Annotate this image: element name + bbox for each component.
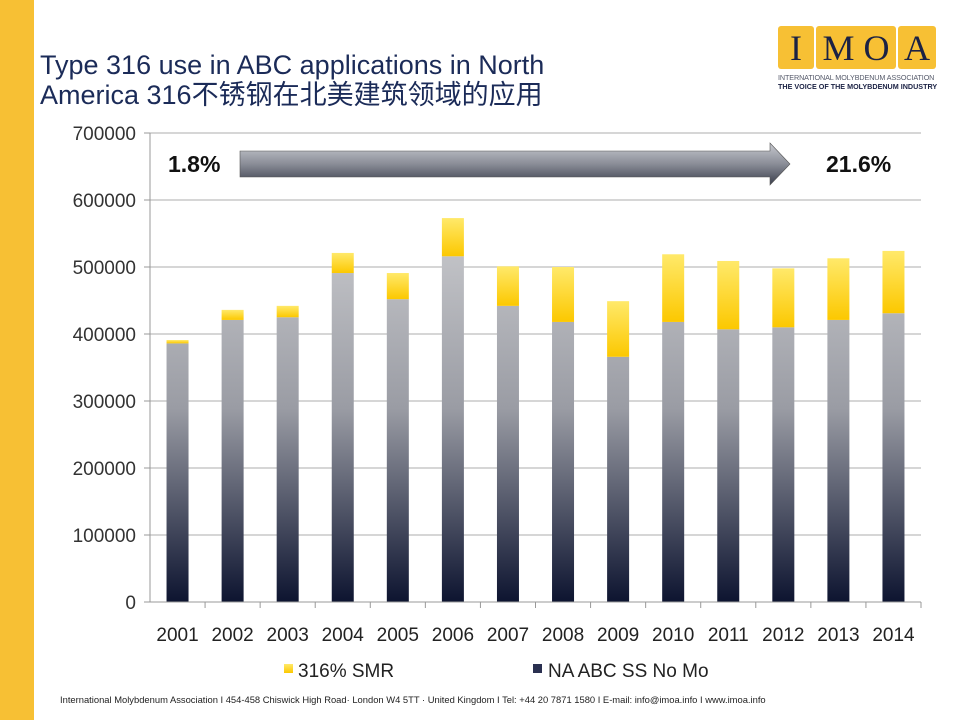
bar-nomo-2005 xyxy=(386,299,409,602)
bar-nomo-2009 xyxy=(607,356,630,602)
y-tick-label: 0 xyxy=(125,593,136,614)
bar-nomo-2008 xyxy=(552,321,575,602)
bar-nomo-2002 xyxy=(221,319,244,602)
logo-tagline: THE VOICE OF THE MOLYBDENUM INDUSTRY xyxy=(778,82,938,91)
bar-nomo-2010 xyxy=(662,321,685,602)
x-tick-label: 2010 xyxy=(652,625,694,646)
bar-smr-2010 xyxy=(662,254,685,322)
bar-smr-2012 xyxy=(772,268,795,328)
y-tick-label: 300000 xyxy=(73,392,136,413)
x-tick-label: 2003 xyxy=(267,625,309,646)
y-tick-label: 500000 xyxy=(73,258,136,279)
title-line-1: Type 316 use in ABC applications in Nort… xyxy=(40,50,545,80)
accent-sidebar xyxy=(0,0,34,720)
bar-smr-2013 xyxy=(827,258,850,320)
x-tick-label: 2013 xyxy=(817,625,859,646)
bar-smr-2001 xyxy=(166,340,189,344)
bar-nomo-2004 xyxy=(331,273,354,602)
bar-smr-2005 xyxy=(386,273,409,300)
bar-smr-2011 xyxy=(717,260,740,330)
bar-nomo-2013 xyxy=(827,319,850,602)
bar-smr-2006 xyxy=(441,218,464,257)
x-tick-label: 2014 xyxy=(872,625,915,646)
x-tick-label: 2011 xyxy=(708,625,749,646)
bar-nomo-2007 xyxy=(496,305,519,602)
bar-nomo-2006 xyxy=(441,256,464,602)
slide-title: Type 316 use in ABC applications in Nort… xyxy=(40,50,544,110)
legend-label-smr: 316% SMR xyxy=(298,661,394,682)
x-tick-label: 2005 xyxy=(377,625,419,646)
bar-smr-2002 xyxy=(221,309,244,320)
bar-smr-2007 xyxy=(496,266,519,306)
bar-nomo-2003 xyxy=(276,317,299,602)
legend-swatch-smr xyxy=(284,664,293,673)
y-tick-label: 200000 xyxy=(73,459,136,480)
imoa-logo: I M O A INTERNATIONAL MOLYBDENUM ASSOCIA… xyxy=(778,26,938,91)
bar-smr-2004 xyxy=(331,252,354,274)
bar-nomo-2012 xyxy=(772,327,795,602)
annotation-end: 21.6% xyxy=(826,151,891,177)
bar-nomo-2001 xyxy=(166,343,189,602)
bar-smr-2003 xyxy=(276,305,299,318)
bar-nomo-2011 xyxy=(717,329,740,602)
logo-letter-a: A xyxy=(898,26,936,69)
legend-swatch-nomo xyxy=(533,664,542,673)
footer-contact: International Molybdenum Association I 4… xyxy=(60,694,766,705)
x-tick-label: 2008 xyxy=(542,625,584,646)
title-line-2: America 316不锈钢在北美建筑领域的应用 xyxy=(40,80,543,110)
logo-org-name: INTERNATIONAL MOLYBDENUM ASSOCIATION xyxy=(778,73,935,82)
x-tick-label: 2002 xyxy=(211,625,253,646)
bar-smr-2008 xyxy=(552,267,575,322)
logo-letter-i: I xyxy=(778,26,814,69)
y-tick-label: 400000 xyxy=(73,325,136,346)
legend-label-nomo: NA ABC SS No Mo xyxy=(548,661,709,682)
x-tick-label: 2009 xyxy=(597,625,639,646)
x-tick-label: 2004 xyxy=(322,625,365,646)
trend-arrow xyxy=(239,142,791,186)
legend: 316% SMR NA ABC SS No Mo xyxy=(284,661,709,682)
x-tick-label: 2012 xyxy=(762,625,804,646)
bar-nomo-2014 xyxy=(882,313,905,602)
logo-letters-mo: M O xyxy=(816,26,896,69)
x-tick-label: 2007 xyxy=(487,625,529,646)
bar-smr-2009 xyxy=(607,301,630,357)
x-tick-label: 2001 xyxy=(156,625,198,646)
annotation-start: 1.8% xyxy=(168,151,220,177)
x-tick-label: 2006 xyxy=(432,625,474,646)
bar-smr-2014 xyxy=(882,250,905,314)
y-tick-label: 100000 xyxy=(73,526,136,547)
y-tick-label: 700000 xyxy=(73,124,136,145)
y-tick-label: 600000 xyxy=(73,191,136,212)
